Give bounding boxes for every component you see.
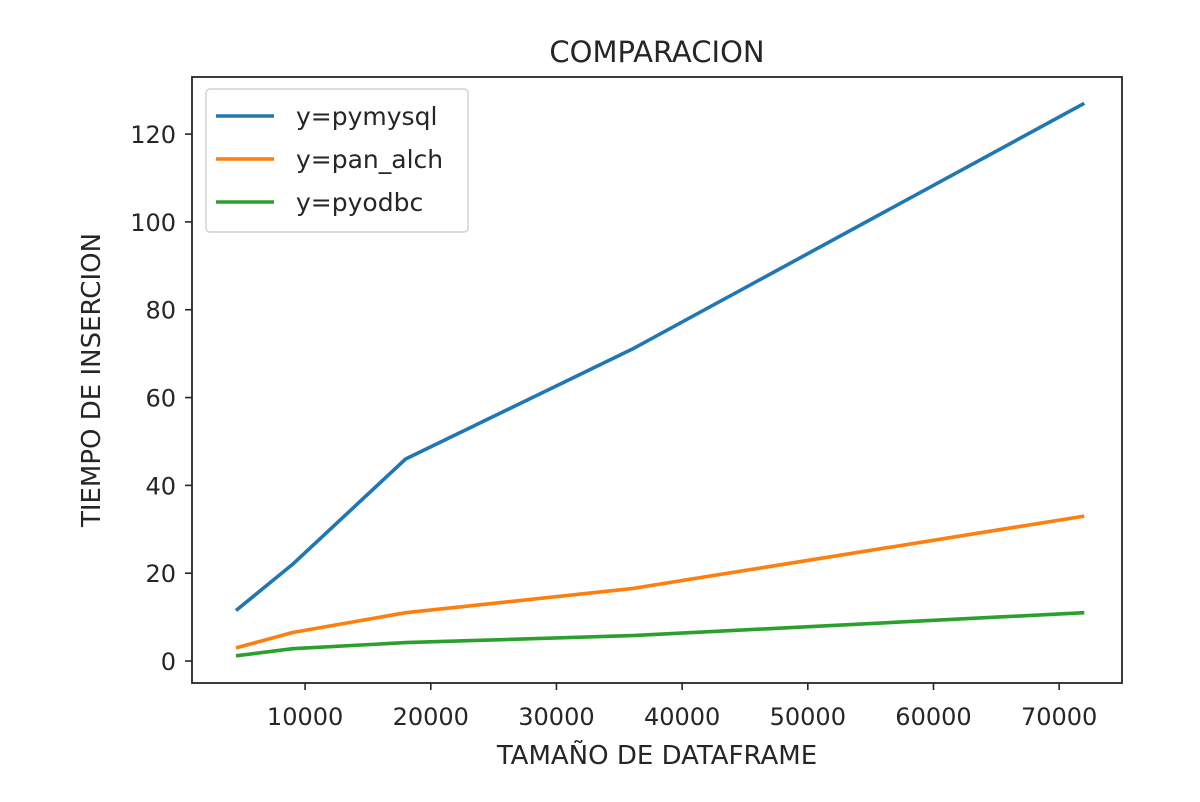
- y-tick-label: 0: [161, 648, 176, 676]
- y-tick-label: 40: [145, 472, 176, 500]
- y-axis-label: TIEMPO DE INSERCION: [77, 233, 107, 528]
- y-tick-label: 120: [130, 121, 176, 149]
- chart-title: COMPARACION: [549, 35, 764, 69]
- series-line-2: [235, 514, 1085, 650]
- x-axis-label: TAMAÑO DE DATAFRAME: [496, 739, 817, 771]
- y-tick-label: 60: [145, 385, 176, 413]
- legend-label-2: y=pan_alch: [296, 145, 443, 174]
- x-tick-label: 30000: [518, 703, 594, 731]
- x-tick-label: 70000: [1021, 703, 1097, 731]
- x-tick-label: 20000: [393, 703, 469, 731]
- x-tick-label: 10000: [267, 703, 343, 731]
- y-tick-label: 20: [145, 560, 176, 588]
- x-axis-ticks: 10000 20000 30000 40000 50000 60000 70000: [267, 683, 1097, 731]
- legend-box: [205, 88, 469, 233]
- y-tick-label: 80: [145, 297, 176, 325]
- x-tick-label: 50000: [770, 703, 846, 731]
- series-line-1: [234, 101, 1086, 612]
- legend-label-3: y=pyodbc: [296, 188, 423, 217]
- legend: y=pymysql y=pan_alch y=pyodbc: [205, 88, 469, 233]
- x-tick-label: 40000: [644, 703, 720, 731]
- y-tick-label: 100: [130, 209, 176, 237]
- legend-label-1: y=pymysql: [296, 102, 437, 131]
- plot-frame: [191, 76, 1123, 684]
- series-lines: [234, 101, 1086, 658]
- x-tick-label: 60000: [895, 703, 971, 731]
- y-axis-ticks: 0 20 40 60 80 100 120: [130, 121, 192, 676]
- series-line-3: [235, 610, 1085, 658]
